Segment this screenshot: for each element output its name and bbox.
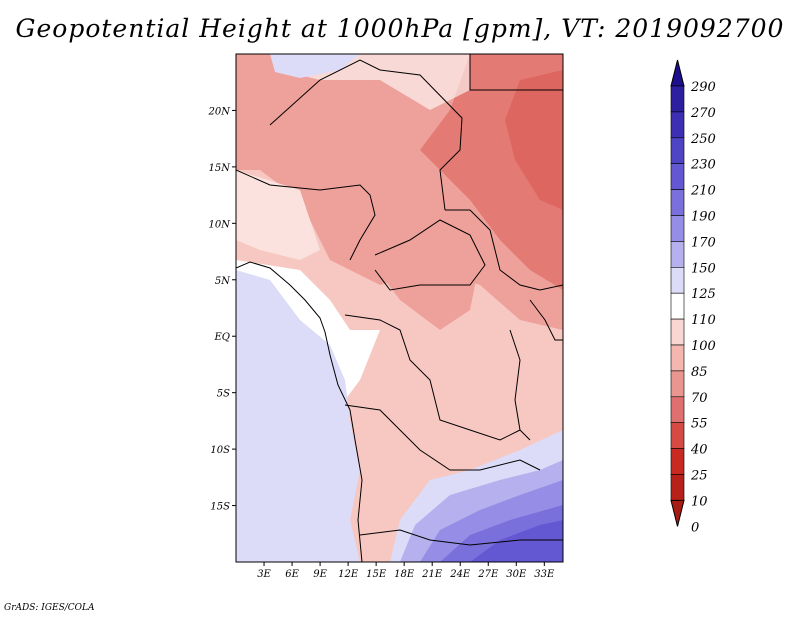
lat-tick-label: 10S [210,445,230,456]
colorbar-swatch [670,422,685,449]
lon-tick-label: 3E [257,569,271,580]
lon-tick-label: 18E [394,569,415,580]
field-ocean-north [270,54,360,78]
field-south-b4 [470,520,563,562]
colorbar-label: 25 [690,469,708,484]
lon-tick-label: 9E [313,569,327,580]
lat-tick-label: 10N [209,219,232,230]
border-north-1 [269,59,463,211]
lon-tick-label: 6E [285,569,299,580]
colorbar-swatch [670,370,685,398]
colorbar-swatch [670,474,685,501]
longitude-axis: 3E 6E 9E 12E 15E 18E 21E 24E 27E 30E 33E [257,562,555,580]
colorbar-swatch [670,241,685,268]
field-light-west [236,170,320,260]
border-angola [344,404,541,471]
lat-tick-label: 5S [217,389,230,400]
map-frame [235,53,564,563]
field-max-east-core [505,70,563,210]
lat-tick-label: EQ [214,332,231,343]
colorbar-label: 290 [690,80,716,95]
colorbar-bottom-arrow [670,499,685,527]
border-car [374,219,486,291]
lon-tick-label: 21E [421,569,443,580]
lon-tick-label: 24E [449,569,471,580]
field-ocean [236,270,360,562]
colorbar-label: 110 [691,313,716,328]
colorbar-label: 125 [691,287,716,302]
colorbar-label: 210 [690,184,716,199]
colorbar-label: 190 [691,210,716,225]
colorbar-label: 270 [690,106,716,121]
coastline-west [236,261,363,562]
border-chad-north [469,54,563,91]
lon-tick-label: 27E [477,569,499,580]
colorbar-swatch [670,189,685,216]
lat-tick-label: 20N [208,106,232,117]
colorbar-label: 230 [690,158,716,173]
colorbar-swatch [670,448,685,475]
colorbar-swatch [670,396,685,423]
colorbar-label: 40 [690,443,708,458]
colorbar-swatch [670,163,685,190]
colorbar-swatch [670,85,685,113]
lon-tick-label: 15E [366,569,387,580]
border-east [529,299,563,341]
colorbar-label: 0 [691,520,699,535]
credit-text: GrADS: IGES/COLA [4,603,95,613]
border-south [359,529,563,546]
colorbar-swatch [670,292,685,320]
lon-tick-label: 30E [506,569,527,580]
border-east-lakes [509,329,531,441]
map-field [236,54,563,562]
colorbar-label: 85 [691,365,708,380]
border-congo [344,314,521,441]
chart-title: Geopotential Height at 1000hPa [gpm], VT… [15,14,785,43]
colorbar-swatch [670,318,685,346]
lat-tick-label: 5N [215,276,231,287]
colorbar-label: 150 [691,261,716,276]
colorbar-swatch [670,111,685,139]
lat-tick-label: 15N [209,163,232,174]
colorbar-label: 250 [690,132,716,147]
colorbar-top-arrow [670,59,685,87]
lat-tick-label: 15S [210,502,230,513]
border-north-2 [236,169,376,261]
colorbar-swatch [670,266,685,294]
colorbar: 2902702502302101901701501251101008570554… [670,59,716,535]
colorbar-label: 170 [691,235,716,250]
colorbar-swatch [670,215,685,242]
colorbar-swatch [670,344,685,372]
lon-tick-label: 33E [534,569,555,580]
colorbar-label: 100 [691,339,716,354]
border-chad-sudan [445,209,563,291]
colorbar-label: 70 [691,391,708,406]
latitude-axis: 20N 15N 10N 5N EQ 5S 10S 15S [208,106,236,513]
map-borders [236,54,563,562]
colorbar-swatch [670,137,685,165]
colorbar-label: 10 [691,494,708,509]
colorbar-label: 55 [691,417,708,432]
lon-tick-label: 12E [338,569,359,580]
